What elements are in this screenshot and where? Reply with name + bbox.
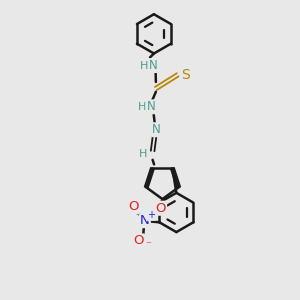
Text: N: N — [140, 214, 150, 227]
Text: H: H — [138, 102, 146, 112]
Text: N: N — [152, 123, 161, 136]
Text: H: H — [139, 149, 147, 159]
Text: O: O — [128, 200, 138, 213]
Text: +: + — [148, 210, 155, 220]
Text: S: S — [181, 68, 189, 82]
Text: N: N — [149, 59, 158, 72]
Text: O: O — [133, 234, 144, 248]
Text: N: N — [147, 100, 155, 113]
Text: ⁻: ⁻ — [145, 240, 151, 250]
Text: H: H — [140, 61, 148, 70]
Text: O: O — [155, 202, 166, 215]
